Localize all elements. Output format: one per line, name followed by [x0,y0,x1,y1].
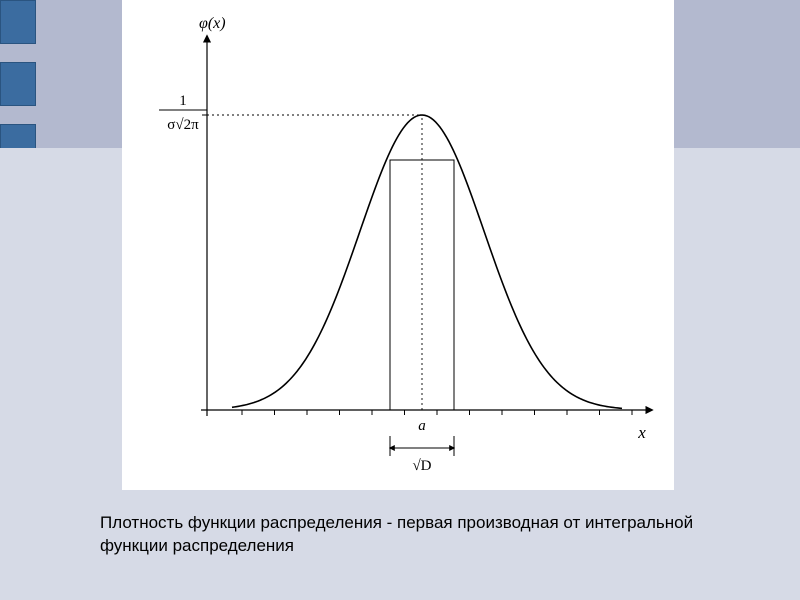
svg-text:√D: √D [412,458,431,474]
caption-text: Плотность функции распределения - первая… [100,512,740,558]
svg-text:1: 1 [179,93,187,109]
chart-svg: φ(x) 1 σ√2π x a √D [122,0,674,490]
svg-text:σ√2π: σ√2π [167,117,199,133]
sidebar-box [0,0,36,44]
density-chart: φ(x) 1 σ√2π x a √D [122,0,674,490]
svg-text:x: x [637,423,646,442]
svg-text:a: a [418,418,426,434]
svg-text:φ(x): φ(x) [199,15,226,32]
sidebar-box [0,62,36,106]
